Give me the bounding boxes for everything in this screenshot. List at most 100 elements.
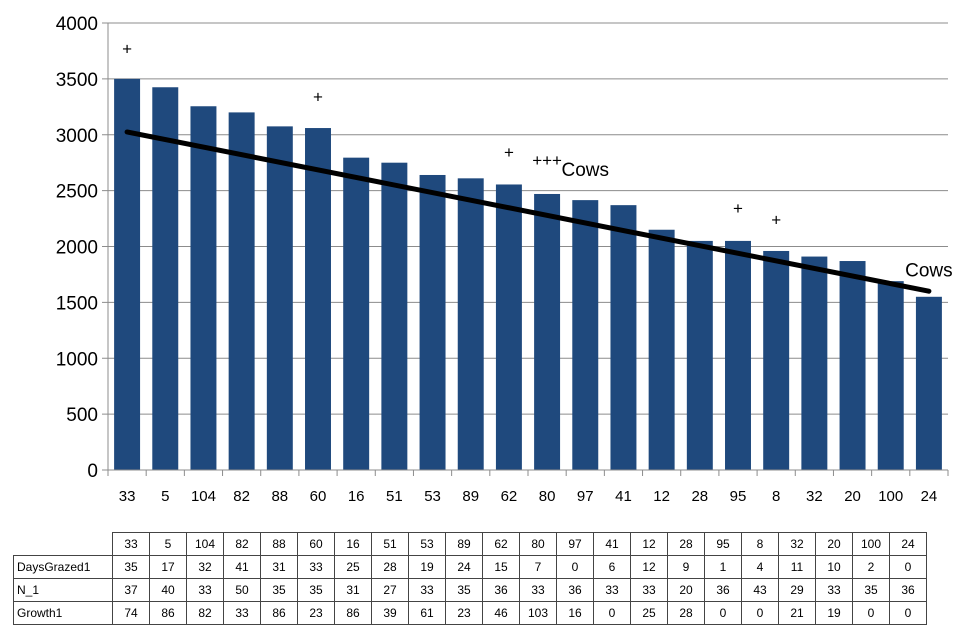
bar [572,200,599,470]
x-tick-label: 28 [691,488,708,505]
y-axis: 0 500 1000 1500 2000 2500 3000 3500 4000 [56,14,109,482]
bars [114,78,942,471]
table-cell: 24 [445,555,483,579]
bar [839,261,866,470]
table-cell: 0 [556,555,594,579]
annotation-marker: + [122,39,132,58]
table-cell: 16 [556,601,594,625]
y-tick-label: 500 [66,405,98,426]
table-cell: 31 [260,555,298,579]
x-tick-label: 24 [921,488,938,505]
table-cell: 40 [149,578,187,602]
y-tick-label: 4000 [56,14,98,35]
table-cell: 0 [593,601,631,625]
table-cell: 0 [852,601,890,625]
table-cell: 36 [556,578,594,602]
x-tick-label: 89 [462,488,479,505]
bar [305,128,331,471]
table-cell: 0 [889,555,927,579]
bar [190,106,217,470]
x-axis: 33 5 104 82 88 60 16 51 53 89 62 80 97 41 12 28 95 8 32 20 1… [107,469,949,505]
table-cell: 86 [334,601,372,625]
table-cell: 37 [112,578,150,602]
table-cell: 6 [593,555,631,579]
table-cell: 31 [334,578,372,602]
bar [610,205,637,470]
bar [686,240,713,470]
table-cell: 29 [778,578,816,602]
table-header-cell: 100 [852,532,890,556]
table-header-cell: 53 [408,532,446,556]
bar [381,162,408,470]
bar [801,256,828,470]
table-cell: 86 [260,601,298,625]
table-header-cell: 60 [297,532,335,556]
table-cell: 33 [593,578,631,602]
x-tick-label: 88 [271,488,288,505]
bar [419,174,446,471]
x-tick-label: 53 [424,488,441,505]
table-cell: 12 [630,555,668,579]
table-header-cell: 5 [149,532,187,556]
table-header-cell: 32 [778,532,816,556]
table-header-cell: 95 [704,532,742,556]
table-cell: 35 [445,578,483,602]
table-cell: 23 [445,601,483,625]
bar [152,87,179,470]
x-tick-label: 62 [501,488,518,505]
table-row: N_1 37 40 33 50 35 35 31 27 33 35 36 33 36 33 33 20 36 43 2… [13,578,927,602]
x-tick-label: 100 [878,488,903,505]
table-cell: 86 [149,601,187,625]
x-tick-label: 60 [310,488,327,505]
x-tick-label: 82 [233,488,250,505]
x-tick-label: 97 [577,488,594,505]
x-tick-label: 5 [161,488,169,505]
table-cell: 27 [371,578,409,602]
table-cell: 33 [408,578,446,602]
table-cell: 33 [186,578,224,602]
table-cell: 19 [408,555,446,579]
x-tick-label: 41 [615,488,632,505]
bar [343,157,370,470]
table-cell: 32 [186,555,224,579]
y-tick-label: 1000 [56,349,98,370]
bar-chart: 0 500 1000 1500 2000 2500 3000 3500 4000 33 5 104 8… [56,14,953,505]
bar [725,240,751,470]
table-cell: 4 [741,555,779,579]
y-tick-label: 1500 [56,293,98,314]
x-tick-label: 104 [191,488,216,505]
x-tick-label: 16 [348,488,365,505]
data-table: 33 5 104 82 88 60 16 51 53 89 62 80 97 41 12 28 95 8 32 20 1… [13,532,927,625]
table-row-label: Growth1 [13,601,113,625]
trendline-line [124,129,932,294]
table-cell: 50 [223,578,261,602]
x-tick-label: 95 [730,488,747,505]
table-cell: 35 [297,578,335,602]
table-cell: 41 [223,555,261,579]
annotation-marker: + [733,199,743,218]
table-cell: 28 [371,555,409,579]
table-cell: 2 [852,555,890,579]
table-cell: 11 [778,555,816,579]
trendline [124,129,932,294]
table-header-cell: 88 [260,532,298,556]
annotation-label: Cows [905,261,953,282]
table-cell: 103 [519,601,557,625]
table-cell: 23 [297,601,335,625]
table-header-cell: 104 [186,532,224,556]
x-tick-label: 33 [119,488,136,505]
annotation-marker: + [504,143,514,162]
table-cell: 74 [112,601,150,625]
table-header-row: 33 5 104 82 88 60 16 51 53 89 62 80 97 41 12 28 95 8 32 20 1… [14,532,927,556]
table-cell: 33 [297,555,335,579]
y-tick-label: 0 [87,461,98,482]
table-header-cell: 89 [445,532,483,556]
table-cell: 25 [630,601,668,625]
table-header-cell: 97 [556,532,594,556]
x-tick-label: 80 [539,488,556,505]
table-cell: 10 [815,555,853,579]
y-tick-label: 3000 [56,126,98,147]
bar [495,184,522,470]
bar [266,126,293,471]
x-tick-label: 32 [806,488,823,505]
